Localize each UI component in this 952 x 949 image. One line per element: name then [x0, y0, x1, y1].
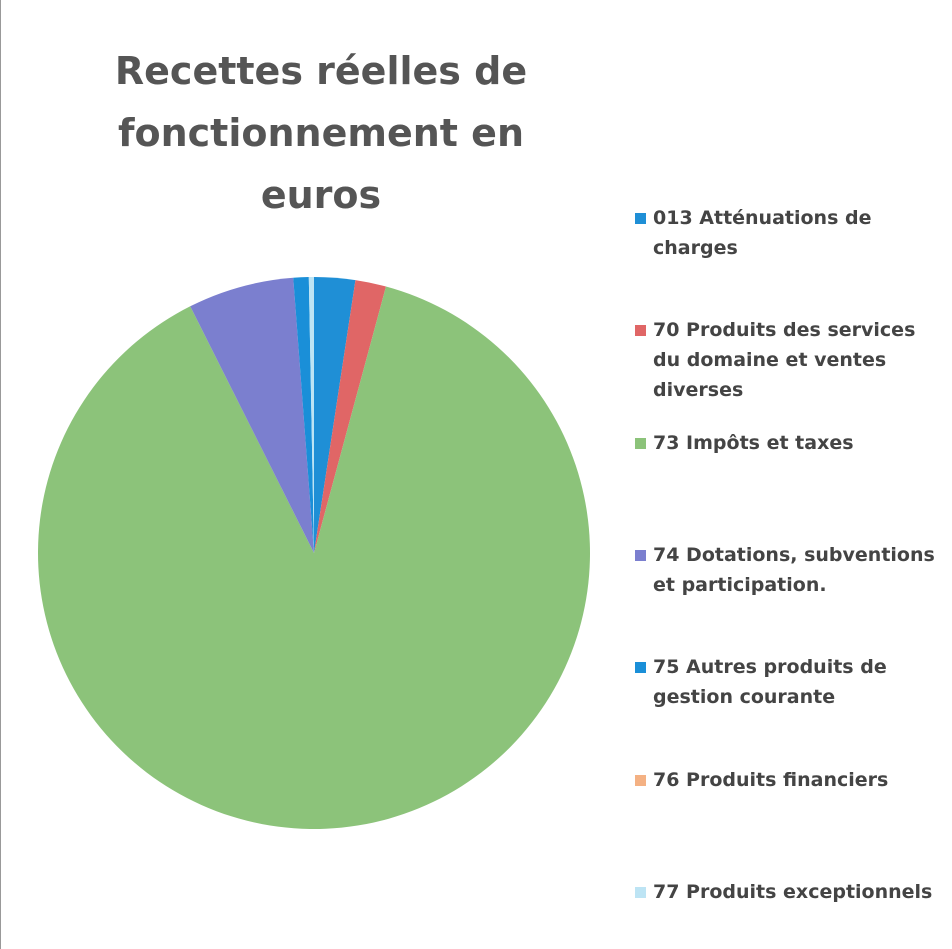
legend-entry: 75 Autres produits de gestion courante — [631, 652, 946, 712]
legend-label: 76 Produits financiers — [653, 769, 889, 791]
legend-label: 77 Produits exceptionnels — [653, 881, 933, 903]
legend-swatch — [635, 550, 646, 561]
legend-label: 70 Produits des services du domaine et v… — [653, 319, 916, 401]
pie-slice — [314, 277, 356, 553]
legend-entry: 73 Impôts et taxes — [631, 428, 946, 458]
legend-entry: 013 Atténuations de charges — [631, 203, 946, 263]
legend-entry: 70 Produits des services du domaine et v… — [631, 315, 946, 405]
legend-swatch — [635, 662, 646, 673]
legend-swatch — [635, 213, 646, 224]
legend-swatch — [635, 775, 646, 786]
legend-label: 73 Impôts et taxes — [653, 432, 854, 454]
legend-swatch — [635, 887, 646, 898]
legend-entry: 74 Dotations, subventions et participati… — [631, 540, 946, 600]
chart-title: Recettes réelles de fonctionnement en eu… — [114, 49, 528, 217]
pie-slice — [314, 280, 386, 553]
pie-slice — [308, 277, 314, 553]
legend-entry: 76 Produits financiers — [631, 765, 946, 795]
pie-slice — [38, 286, 591, 829]
pie-slice — [190, 277, 314, 553]
pie-slice — [293, 277, 314, 553]
legend-swatch — [635, 438, 646, 449]
legend-label: 013 Atténuations de charges — [653, 207, 872, 259]
legend-label: 75 Autres produits de gestion courante — [653, 656, 887, 708]
legend-entry: 77 Produits exceptionnels — [631, 877, 946, 907]
legend-label: 74 Dotations, subventions et participati… — [653, 544, 935, 596]
legend-swatch — [635, 325, 646, 336]
pie — [38, 277, 591, 829]
